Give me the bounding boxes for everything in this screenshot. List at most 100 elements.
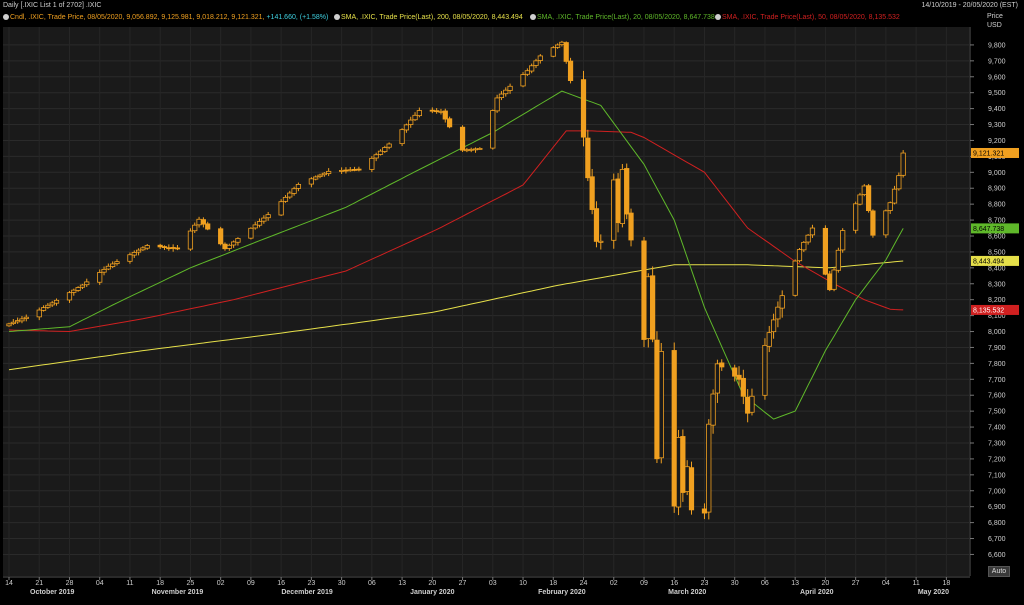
candle-body xyxy=(494,97,500,112)
month-label: November 2019 xyxy=(152,589,204,596)
candle-body xyxy=(533,60,539,66)
candle-body xyxy=(593,208,600,242)
candle-body xyxy=(887,202,893,211)
candle-body xyxy=(231,241,237,246)
candle-body xyxy=(343,169,349,172)
candle-body xyxy=(710,393,716,426)
candle-body xyxy=(503,89,509,95)
price-tag-box xyxy=(971,255,1019,266)
legend-candle[interactable]: Cndl, .IXIC, Trade Price, 08/05/2020, 9,… xyxy=(3,14,328,21)
price-tag-label: 9,121.321 xyxy=(973,150,1004,157)
candle-body xyxy=(853,203,859,231)
candle-body xyxy=(369,157,375,170)
price-tick-label: 7,100 xyxy=(988,472,1006,479)
candle-body xyxy=(161,246,168,248)
price-tag-label: 8,443.494 xyxy=(973,258,1004,265)
price-tag-box xyxy=(971,304,1019,315)
price-tick-label: 7,500 xyxy=(988,409,1006,416)
candle-body xyxy=(373,154,379,159)
legend-sma20-dot-icon xyxy=(530,14,536,21)
window-title[interactable]: Daily [.IXIC List 1 of 2702] .IXIC xyxy=(3,2,102,9)
candle-body xyxy=(131,252,137,256)
date-tick-label: 18 xyxy=(942,580,950,587)
candle-body xyxy=(675,437,682,508)
candle-body xyxy=(79,284,86,288)
candle-body xyxy=(745,396,751,414)
candle-body xyxy=(589,176,595,210)
price-tick-label: 9,400 xyxy=(988,106,1006,113)
candle-body xyxy=(619,169,625,224)
axis-header-currency: USD xyxy=(987,22,1002,29)
price-tick-label: 6,800 xyxy=(988,520,1006,527)
price-tag-box xyxy=(971,147,1019,158)
price-tick-label: 9,800 xyxy=(988,42,1006,49)
price-tag-label: 8,647.738 xyxy=(973,226,1004,233)
candle-body xyxy=(611,179,617,241)
candle-body xyxy=(196,218,202,226)
candle-body xyxy=(447,118,453,128)
plot-area[interactable] xyxy=(3,27,969,576)
candle-body xyxy=(114,261,120,265)
candle-body xyxy=(412,114,418,121)
legend-sma200[interactable]: SMA, .IXIC, Trade Price(Last), 200, 08/0… xyxy=(334,14,523,21)
candle-body xyxy=(434,110,440,113)
date-tick-label: 20 xyxy=(822,580,830,587)
sma50-line xyxy=(8,130,904,333)
price-tick-label: 8,600 xyxy=(988,233,1006,240)
candle-body xyxy=(896,175,902,190)
chart-header: Daily [.IXIC List 1 of 2702] .IXIC 14/10… xyxy=(0,0,1024,26)
date-tick-label: 06 xyxy=(761,580,769,587)
date-tick-label: 02 xyxy=(610,580,618,587)
auto-scale-button[interactable]: Auto xyxy=(988,566,1010,577)
candle-body xyxy=(554,44,561,48)
candle-body xyxy=(598,240,604,243)
candle-body xyxy=(861,185,867,195)
month-label: April 2020 xyxy=(800,589,834,596)
candle-body xyxy=(442,110,448,120)
candle-body xyxy=(658,351,664,459)
price-tag-box xyxy=(971,223,1019,234)
candle-body xyxy=(157,244,163,248)
candle-body xyxy=(222,243,228,250)
candle-body xyxy=(10,321,16,324)
gridlines xyxy=(3,27,969,576)
candle-body xyxy=(866,185,872,211)
candle-body xyxy=(714,363,721,394)
candle-body xyxy=(883,210,889,236)
price-tick-label: 7,800 xyxy=(988,361,1006,368)
axis-header-price: Price xyxy=(987,13,1003,20)
candle-body xyxy=(192,224,198,232)
candle-body xyxy=(701,508,708,514)
price-tick-label: 7,600 xyxy=(988,393,1006,400)
candle-body xyxy=(567,60,574,81)
candle-body xyxy=(144,245,150,249)
price-tick-label: 7,200 xyxy=(988,456,1006,463)
candle-body xyxy=(23,316,29,319)
date-tick-label: 25 xyxy=(187,580,195,587)
date-tick-label: 06 xyxy=(368,580,376,587)
date-tick-label: 23 xyxy=(701,580,709,587)
candle-body xyxy=(464,149,470,152)
price-tick-label: 8,200 xyxy=(988,297,1006,304)
candle-body xyxy=(326,170,332,174)
candle-body xyxy=(490,110,496,149)
candle-body xyxy=(75,287,81,291)
candle-body xyxy=(524,70,530,75)
candle-body xyxy=(740,377,746,397)
candle-body xyxy=(507,85,513,91)
candle-body xyxy=(801,241,807,251)
legend-sma50-text: SMA, .IXIC, Trade Price(Last), 50, 08/05… xyxy=(722,14,900,21)
legend-sma20[interactable]: SMA, .IXIC, Trade Price(Last), 20, 08/05… xyxy=(530,14,715,21)
candle-body xyxy=(6,323,12,327)
candle-body xyxy=(321,172,327,176)
candle-body xyxy=(36,309,42,318)
candle-body xyxy=(15,320,21,323)
legend-sma50[interactable]: SMA, .IXIC, Trade Price(Last), 50, 08/05… xyxy=(715,14,900,21)
candle-body xyxy=(472,148,479,151)
candle-body xyxy=(796,249,803,262)
candle-body xyxy=(835,249,841,271)
candle-body xyxy=(459,126,466,151)
candle-body xyxy=(680,436,686,493)
date-tick-label: 24 xyxy=(580,580,588,587)
